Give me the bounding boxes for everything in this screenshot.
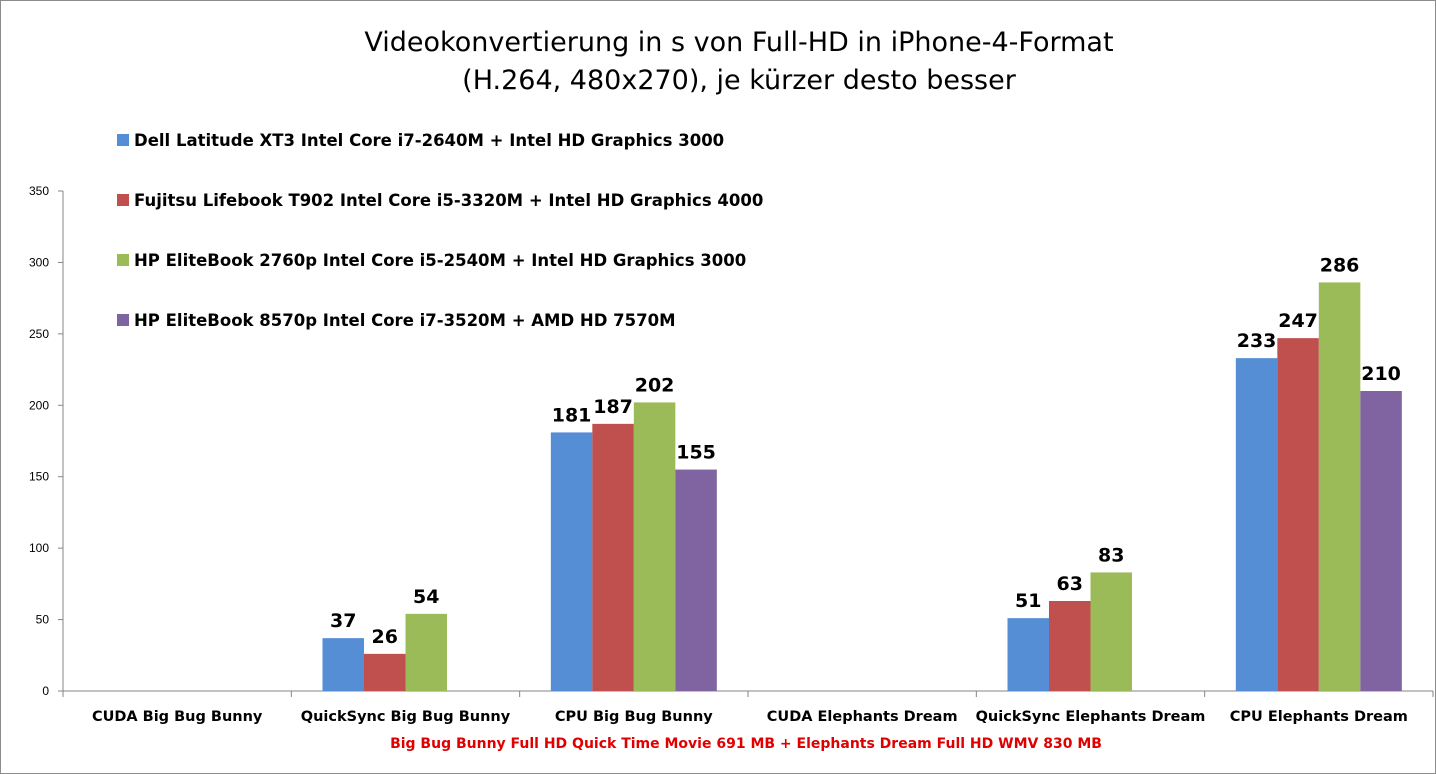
data-label: 187	[593, 396, 633, 418]
x-axis-label: Big Bug Bunny Full HD Quick Time Movie 6…	[390, 736, 1102, 752]
legend-label-1: Dell Latitude XT3 Intel Core i7-2640M + …	[134, 131, 724, 150]
bar	[1277, 338, 1319, 691]
data-label: 26	[372, 626, 398, 648]
x-tick-label: QuickSync Elephants Dream	[976, 709, 1206, 725]
data-label: 181	[552, 404, 592, 426]
bars	[322, 282, 1402, 691]
bar	[1007, 618, 1049, 691]
y-tick-label: 100	[29, 541, 49, 555]
bar	[592, 423, 634, 691]
y-tick-label: 0	[42, 684, 49, 698]
legend-label-4: HP EliteBook 8570p Intel Core i7-3520M +…	[134, 311, 676, 330]
data-label: 63	[1057, 573, 1083, 595]
data-label: 51	[1015, 590, 1041, 612]
bar	[1235, 358, 1278, 691]
legend-swatch-2	[117, 194, 129, 206]
chart-subtitle: (H.264, 480x270), je kürzer desto besser	[462, 65, 1017, 96]
x-tick-label: CUDA Elephants Dream	[767, 709, 958, 725]
x-tick-label: QuickSync Big Bug Bunny	[301, 709, 511, 725]
legend: Dell Latitude XT3 Intel Core i7-2640M + …	[117, 131, 763, 330]
bar	[1090, 572, 1132, 691]
data-label: 247	[1278, 310, 1318, 332]
data-label: 54	[413, 586, 439, 608]
bar	[633, 402, 676, 691]
bar	[550, 432, 593, 691]
bar	[1318, 282, 1361, 691]
y-tick-label: 300	[29, 255, 49, 269]
data-label: 37	[330, 610, 356, 632]
x-tick-label: CPU Big Bug Bunny	[555, 709, 713, 725]
bar	[1049, 601, 1091, 691]
legend-swatch-4	[117, 314, 129, 326]
x-tick-label: CPU Elephants Dream	[1230, 709, 1408, 725]
legend-label-3: HP EliteBook 2760p Intel Core i5-2540M +…	[134, 251, 746, 270]
x-tick-label: CUDA Big Bug Bunny	[92, 709, 263, 725]
data-label: 155	[676, 442, 716, 464]
bar	[675, 469, 717, 691]
y-tick-label: 50	[36, 613, 50, 627]
legend-label-2: Fujitsu Lifebook T902 Intel Core i5-3320…	[134, 191, 763, 210]
legend-swatch-1	[117, 134, 129, 146]
y-tick-label: 150	[29, 470, 49, 484]
y-axis: 0 50 100 150 200 250 300 350	[29, 184, 64, 698]
data-label: 202	[635, 374, 675, 396]
data-label: 83	[1098, 544, 1124, 566]
y-tick-label: 350	[29, 184, 49, 198]
bar	[405, 613, 447, 691]
data-label: 286	[1320, 254, 1360, 276]
legend-swatch-3	[117, 254, 129, 266]
x-axis: CUDA Big Bug Bunny QuickSync Big Bug Bunn…	[62, 690, 1434, 725]
data-label: 233	[1237, 330, 1277, 352]
data-label: 210	[1361, 363, 1401, 385]
bar	[1360, 391, 1402, 691]
y-tick-label: 200	[29, 398, 49, 412]
y-tick-label: 250	[29, 327, 49, 341]
bar	[364, 653, 406, 691]
bar	[322, 638, 364, 691]
chart-title: Videokonvertierung in s von Full-HD in i…	[364, 27, 1113, 58]
